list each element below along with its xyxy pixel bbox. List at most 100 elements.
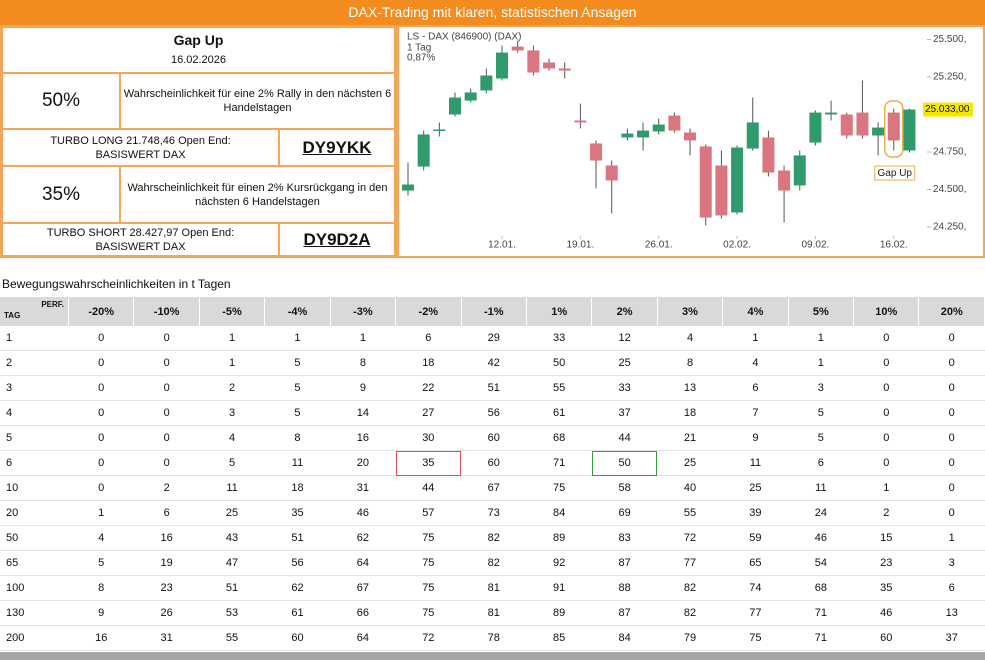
table-cell: 11 xyxy=(722,450,789,476)
table-cell: 18 xyxy=(657,400,723,426)
table-caption: Bewegungswahrscheinlichkeiten in t Tagen xyxy=(2,277,231,291)
table-cell: 22 xyxy=(395,375,462,401)
table-cell: 5 xyxy=(264,375,331,401)
candle-body xyxy=(872,127,885,136)
table-cell: 9 xyxy=(68,600,134,626)
table-cell: 72 xyxy=(657,525,723,551)
row-label: 10 xyxy=(0,475,69,501)
table-cell: 62 xyxy=(264,575,331,601)
table-cell: 1 xyxy=(199,326,265,351)
row-label: 65 xyxy=(0,550,69,576)
table-cell: 35 xyxy=(853,575,919,601)
table-cell: 0 xyxy=(918,375,985,401)
table-cell: 5 xyxy=(264,400,331,426)
table-cell: 68 xyxy=(526,425,592,451)
table-cell: 89 xyxy=(526,525,592,551)
table-cell: 82 xyxy=(657,575,723,601)
table-cell: 47 xyxy=(199,550,265,576)
candle-body xyxy=(637,130,650,138)
corner-row-label: TAG xyxy=(4,311,21,320)
table-cell: 31 xyxy=(133,625,200,651)
table-cell: 12 xyxy=(591,326,658,351)
short-code[interactable]: DY9D2A xyxy=(279,223,395,256)
candle-body xyxy=(762,137,775,173)
table-cell: 75 xyxy=(395,600,462,626)
candle-body xyxy=(887,112,900,141)
table-cell: 78 xyxy=(461,625,527,651)
column-header: -5% xyxy=(199,297,266,326)
table-cell: 1 xyxy=(788,326,854,351)
table-cell: 20 xyxy=(330,450,396,476)
table-cell: 60 xyxy=(461,450,527,476)
footer-bar xyxy=(0,652,985,660)
candle-body xyxy=(480,75,493,91)
table-cell: 0 xyxy=(68,425,134,451)
table-cell: 16 xyxy=(133,525,200,551)
long-product: TURBO LONG 21.748,46 Open End: BASISWERT… xyxy=(2,129,279,166)
table-cell: 0 xyxy=(853,350,919,376)
table-cell: 21 xyxy=(657,425,723,451)
table-cell: 30 xyxy=(395,425,462,451)
table-cell: 13 xyxy=(918,600,985,626)
candle-body xyxy=(684,132,697,141)
table-row: 1 0 0 1 1 1 6 29 33 12 4 1 1 0 0 xyxy=(0,326,985,351)
table-cell: 55 xyxy=(657,500,723,526)
table-cell: 82 xyxy=(461,550,527,576)
long-code[interactable]: DY9YKK xyxy=(279,129,395,166)
table-cell: 0 xyxy=(918,500,985,526)
table-cell: 35 xyxy=(395,450,462,476)
row-label: 4 xyxy=(0,400,69,426)
table-cell: 46 xyxy=(853,600,919,626)
candle-body xyxy=(417,134,430,167)
table-row: 6 0 0 5 11 20 35 60 71 50 25 11 6 0 0 xyxy=(0,450,985,476)
table-cell: 8 xyxy=(68,575,134,601)
table-cell: 25 xyxy=(591,350,658,376)
table-cell: 0 xyxy=(68,475,134,501)
table-cell: 92 xyxy=(526,550,592,576)
table-cell: 0 xyxy=(68,326,134,351)
table-cell: 77 xyxy=(657,550,723,576)
table-cell: 11 xyxy=(199,475,265,501)
table-cell: 61 xyxy=(264,600,331,626)
long-text: Wahrscheinlichkeit für eine 2% Rally in … xyxy=(120,73,395,129)
table-cell: 79 xyxy=(657,625,723,651)
chart-subtitle: 1 Tag xyxy=(407,43,431,54)
table-cell: 13 xyxy=(657,375,723,401)
table-cell: 0 xyxy=(133,326,200,351)
column-header: 3% xyxy=(657,297,724,326)
long-product-line: BASISWERT DAX xyxy=(95,148,186,161)
table-cell: 1 xyxy=(722,326,789,351)
table-cell: 72 xyxy=(395,625,462,651)
chart-title: LS - DAX (846900) (DAX) xyxy=(407,32,522,43)
table-cell: 0 xyxy=(918,475,985,501)
table-cell: 66 xyxy=(330,600,396,626)
candle-body xyxy=(825,112,838,115)
table-cell: 1 xyxy=(918,525,985,551)
table-cell: 9 xyxy=(722,425,789,451)
table-row: 20 1 6 25 35 46 57 73 84 69 55 39 24 2 0 xyxy=(0,500,985,526)
short-product-line: TURBO SHORT 28.427,97 Open End: xyxy=(46,226,235,239)
panel-date: 16.02.2026 xyxy=(170,54,227,66)
table-row: 130 9 26 53 61 66 75 81 89 87 82 77 71 46 13 xyxy=(0,600,985,626)
x-tick-label: 12.01. xyxy=(488,240,516,251)
column-header: -10% xyxy=(133,297,200,326)
y-tick-label: 24.750, xyxy=(933,147,966,158)
table-cell: 74 xyxy=(722,575,789,601)
table-cell: 25 xyxy=(657,450,723,476)
short-probability: 35% xyxy=(2,166,120,223)
table-cell: 58 xyxy=(591,475,658,501)
table-cell: 67 xyxy=(330,575,396,601)
candle-body xyxy=(511,46,524,51)
title-cell: Gap Up 16.02.2026 xyxy=(2,27,395,73)
table-cell: 55 xyxy=(199,625,265,651)
table-cell: 62 xyxy=(330,525,396,551)
column-header: 4% xyxy=(722,297,789,326)
table-row: 10 0 2 11 18 31 44 67 75 58 40 25 11 1 0 xyxy=(0,475,985,501)
table-cell: 75 xyxy=(526,475,592,501)
row-label: 100 xyxy=(0,575,69,601)
table-cell: 60 xyxy=(853,625,919,651)
table-cell: 61 xyxy=(526,400,592,426)
long-product-line: TURBO LONG 21.748,46 Open End: xyxy=(50,134,231,147)
table-cell: 25 xyxy=(722,475,789,501)
header-row: TAG PERF. -20% -10% -5% -4% -3% -2% -1% 1% 2% 3% 4% 5… xyxy=(0,297,985,326)
